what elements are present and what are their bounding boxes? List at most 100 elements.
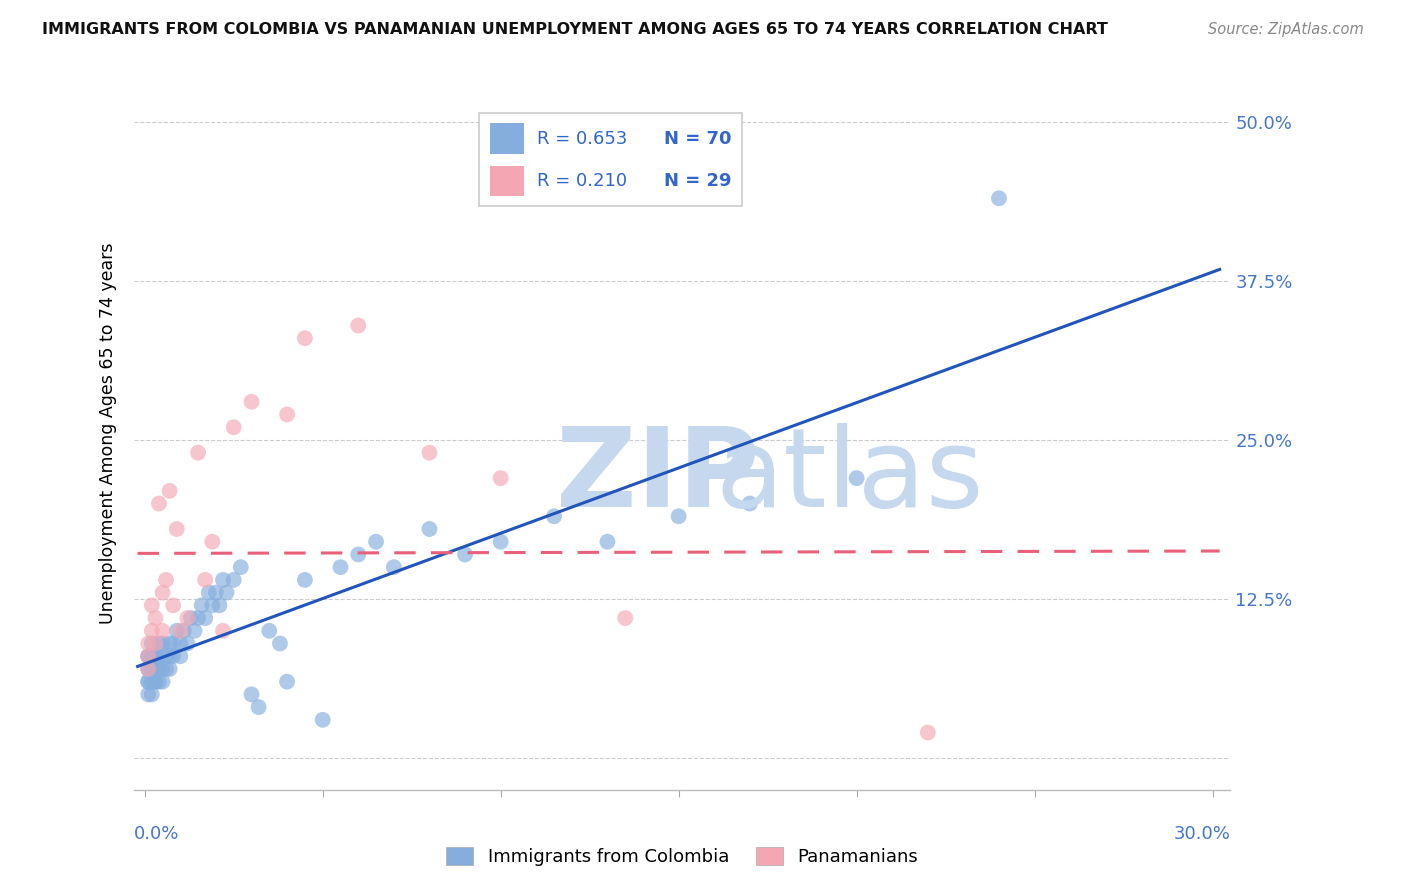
Point xyxy=(145,636,167,650)
Point xyxy=(145,662,167,676)
Point xyxy=(212,624,235,638)
Text: atlas: atlas xyxy=(716,423,984,530)
Point xyxy=(145,674,167,689)
Point xyxy=(240,687,263,701)
Bar xyxy=(489,123,524,153)
Text: Source: ZipAtlas.com: Source: ZipAtlas.com xyxy=(1208,22,1364,37)
Point xyxy=(229,560,252,574)
Point xyxy=(194,611,217,625)
Point xyxy=(141,674,163,689)
Point xyxy=(194,573,217,587)
Point xyxy=(169,624,191,638)
Point xyxy=(276,408,298,422)
Bar xyxy=(489,166,524,196)
Point xyxy=(294,573,316,587)
Point xyxy=(197,585,219,599)
Point xyxy=(166,624,188,638)
Point xyxy=(159,483,181,498)
Point xyxy=(845,471,868,485)
Point xyxy=(187,445,209,459)
Point xyxy=(141,624,163,638)
Point xyxy=(145,649,167,664)
Point xyxy=(145,611,167,625)
Point xyxy=(159,636,181,650)
Point xyxy=(294,331,316,345)
Point xyxy=(347,548,370,562)
Point xyxy=(136,649,159,664)
Point xyxy=(201,599,224,613)
Point xyxy=(145,649,167,664)
Point xyxy=(148,649,170,664)
Point xyxy=(173,624,195,638)
Text: ZIP: ZIP xyxy=(557,423,759,530)
Y-axis label: Unemployment Among Ages 65 to 74 years: Unemployment Among Ages 65 to 74 years xyxy=(100,243,117,624)
Point xyxy=(152,662,174,676)
Point xyxy=(141,649,163,664)
Text: R = 0.210: R = 0.210 xyxy=(537,171,627,190)
Text: IMMIGRANTS FROM COLOMBIA VS PANAMANIAN UNEMPLOYMENT AMONG AGES 65 TO 74 YEARS CO: IMMIGRANTS FROM COLOMBIA VS PANAMANIAN U… xyxy=(42,22,1108,37)
Text: N = 29: N = 29 xyxy=(664,171,731,190)
Point xyxy=(136,674,159,689)
Point xyxy=(155,573,177,587)
Point xyxy=(614,611,637,625)
Point xyxy=(215,585,238,599)
Point xyxy=(141,687,163,701)
Point xyxy=(141,599,163,613)
FancyBboxPatch shape xyxy=(479,113,742,206)
Point xyxy=(136,649,159,664)
Point xyxy=(155,649,177,664)
Point xyxy=(148,497,170,511)
Point xyxy=(152,624,174,638)
Text: 30.0%: 30.0% xyxy=(1174,825,1230,844)
Point xyxy=(148,662,170,676)
Point xyxy=(141,636,163,650)
Point xyxy=(169,649,191,664)
Point xyxy=(205,585,228,599)
Point xyxy=(169,636,191,650)
Point xyxy=(162,636,184,650)
Point xyxy=(187,611,209,625)
Point xyxy=(162,599,184,613)
Text: N = 70: N = 70 xyxy=(664,130,731,148)
Point xyxy=(190,599,212,613)
Point xyxy=(668,509,690,524)
Point xyxy=(148,636,170,650)
Point xyxy=(136,687,159,701)
Point xyxy=(276,674,298,689)
Point xyxy=(148,674,170,689)
Point xyxy=(222,573,245,587)
Point xyxy=(247,700,270,714)
Point xyxy=(176,611,198,625)
Point xyxy=(176,636,198,650)
Point xyxy=(489,534,512,549)
Text: R = 0.653: R = 0.653 xyxy=(537,130,627,148)
Point xyxy=(988,191,1011,205)
Point xyxy=(152,674,174,689)
Point xyxy=(159,662,181,676)
Point xyxy=(364,534,387,549)
Point xyxy=(489,471,512,485)
Text: 0.0%: 0.0% xyxy=(134,825,180,844)
Point xyxy=(596,534,619,549)
Point xyxy=(183,624,205,638)
Point xyxy=(454,548,477,562)
Point xyxy=(141,662,163,676)
Point xyxy=(917,725,939,739)
Point xyxy=(212,573,235,587)
Point xyxy=(418,522,440,536)
Point xyxy=(152,636,174,650)
Point xyxy=(347,318,370,333)
Point xyxy=(136,662,159,676)
Point xyxy=(382,560,405,574)
Point xyxy=(136,662,159,676)
Point xyxy=(136,674,159,689)
Point xyxy=(312,713,335,727)
Point xyxy=(208,599,231,613)
Point xyxy=(136,649,159,664)
Point xyxy=(180,611,202,625)
Point xyxy=(240,394,263,409)
Point xyxy=(201,534,224,549)
Point xyxy=(222,420,245,434)
Point xyxy=(155,662,177,676)
Point xyxy=(738,497,761,511)
